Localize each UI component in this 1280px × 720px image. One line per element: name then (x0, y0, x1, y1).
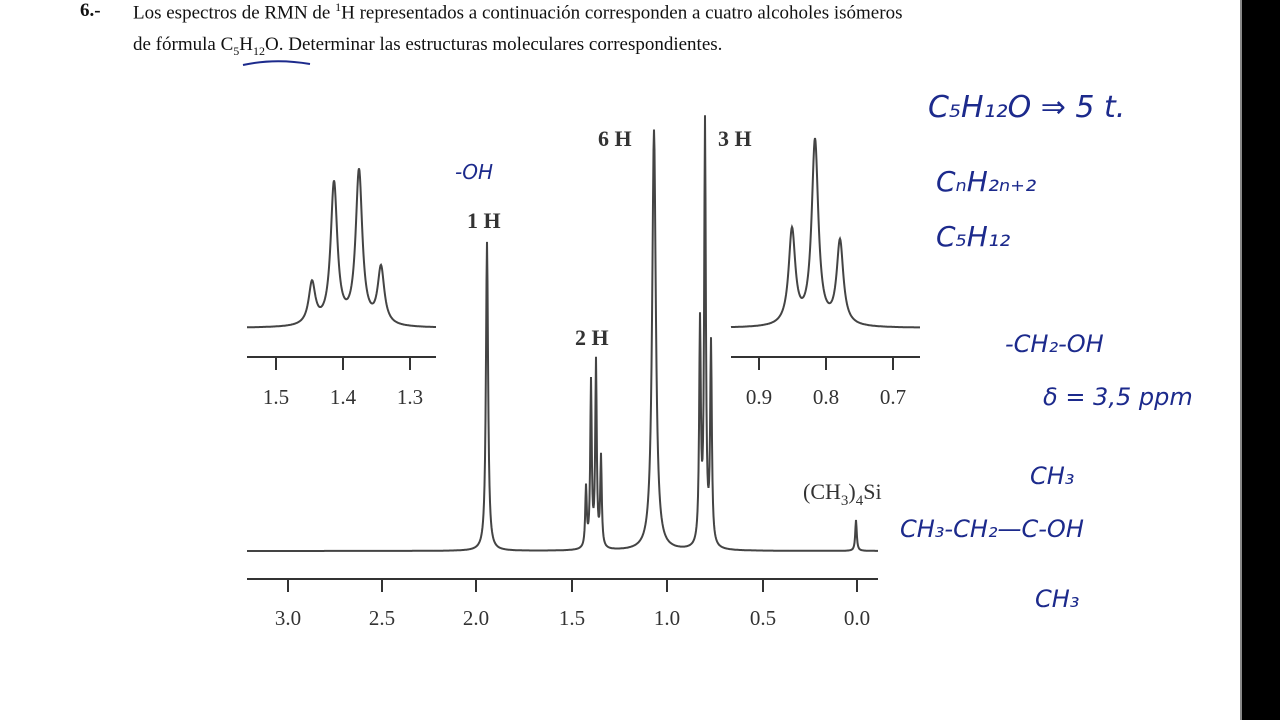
handwritten-note: -CH₂-OH (1005, 330, 1104, 358)
tick-label: 1.4 (330, 385, 357, 409)
problem-number: 6.- (80, 0, 101, 21)
tick-label: 2.5 (369, 606, 395, 630)
handwritten-note: CH₃ (1035, 585, 1080, 613)
text: H representados a continuación correspon… (341, 2, 903, 24)
handwritten-note: CH₃-CH₂—C-OH (900, 515, 1084, 543)
peak-label: 3 H (718, 126, 752, 151)
text: (CH (803, 479, 841, 504)
underline (242, 60, 311, 66)
text: Si (863, 479, 881, 504)
tick-label: 1.3 (397, 385, 423, 409)
peak-label: 2 H (575, 325, 609, 350)
side-bar (1240, 0, 1280, 720)
tick-label: 1.5 (559, 606, 585, 630)
peak-label: 1 H (467, 208, 501, 233)
spectrum-curve (730, 137, 920, 329)
tick-label: 1.5 (263, 385, 289, 409)
peak-label: 6 H (598, 126, 632, 151)
spectrum-curve (247, 168, 436, 329)
tick-label: 3.0 (275, 606, 301, 630)
text: 3 (841, 493, 849, 509)
tick-label: 0.8 (813, 385, 839, 409)
axes (247, 356, 920, 592)
tick-label: 0.9 (746, 385, 772, 409)
tick-label: 0.5 (750, 606, 776, 630)
text: 12 (253, 43, 265, 58)
text: Los espectros de RMN de (133, 2, 336, 24)
text: O. Determinar las estructuras moleculare… (265, 34, 723, 55)
text: ) (848, 479, 855, 504)
handwritten-note: -OH (455, 160, 493, 184)
tick-label: 1.0 (654, 606, 680, 630)
text: 4 (856, 493, 864, 509)
curves (247, 115, 920, 552)
handwritten-note: CₙH₂ₙ₊₂ (936, 165, 1037, 198)
handwritten-note: δ = 3,5 ppm (1043, 383, 1193, 411)
text: H (239, 34, 253, 55)
reference-label: (CH3)4Si (803, 479, 882, 509)
handwritten-note: C₅H₁₂ (936, 220, 1011, 253)
spectrum-curve (247, 115, 878, 552)
problem-line: de fórmula C5H12O. Determinar las estruc… (133, 34, 722, 59)
text: 5 (233, 43, 240, 58)
tick-label: 0.7 (880, 385, 906, 409)
tick-label: 2.0 (463, 606, 489, 630)
tick-label: 0.0 (844, 606, 870, 630)
problem-line: Los espectros de RMN de 1H representados… (133, 0, 902, 24)
text: 1 (335, 0, 342, 14)
text: de fórmula C (133, 34, 234, 55)
handwritten-note: C₅H₁₂O ⇒ 5 t. (928, 90, 1126, 125)
handwritten-note: CH₃ (1030, 462, 1075, 490)
spectrum: 3.0 2.5 2.0 1.5 1.0 0.5 0.0 1.5 1.4 1.3 0.9 0.8 0.7 6… (242, 60, 920, 630)
labels: 3.0 2.5 2.0 1.5 1.0 0.5 0.0 1.5 1.4 1.3 0.9 0.8 0.7 6… (263, 126, 906, 630)
